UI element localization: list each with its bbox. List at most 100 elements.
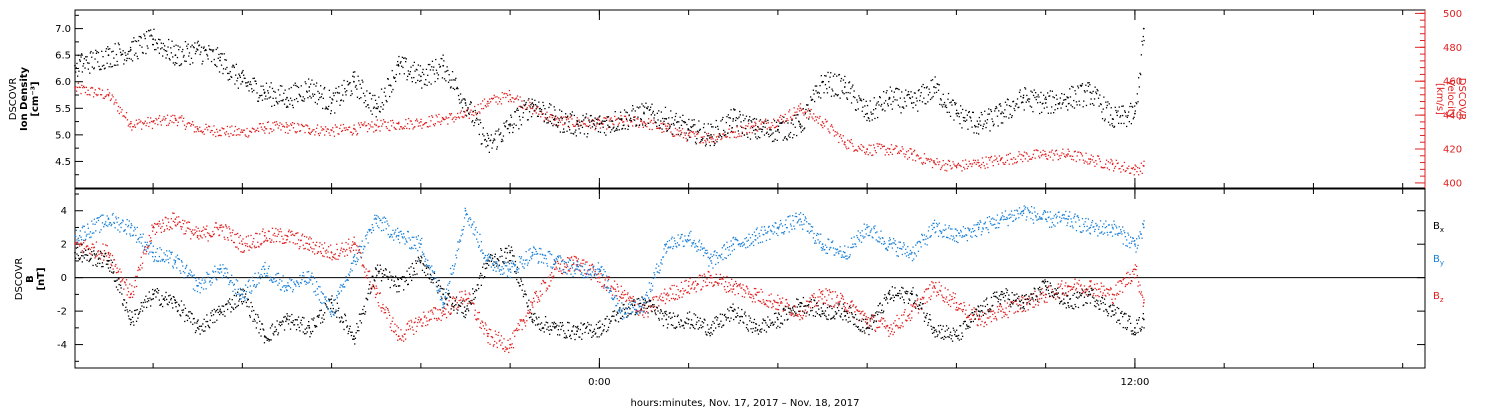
bz-series-point: [1134, 268, 1136, 271]
density-axis-title: DSCOVRIon Density[cm⁻³]: [8, 66, 41, 131]
bx-series-point: [219, 310, 221, 312]
bx-series-point: [933, 327, 935, 329]
density-series-point: [777, 128, 779, 131]
bx-series-point: [129, 318, 132, 321]
density-series-point: [375, 107, 378, 110]
bz-series-point: [129, 293, 132, 296]
velocity-series-point: [420, 121, 422, 123]
velocity-series-point: [531, 107, 534, 110]
by-series-point: [241, 293, 244, 296]
bz-series-point: [1067, 285, 1069, 287]
by-series-point: [375, 218, 378, 221]
bz-series-point: [174, 218, 177, 221]
bx-series-point: [665, 318, 668, 321]
bz-series-point: [888, 327, 891, 329]
density-series-point: [821, 80, 824, 83]
density-series-point: [933, 86, 935, 88]
velocity-series-point: [1044, 153, 1047, 156]
legend-entry-z: Bz: [1433, 291, 1444, 304]
bz-series-point: [598, 276, 601, 279]
density-series-point: [241, 80, 244, 83]
bx-series-point: [598, 327, 601, 329]
bx-series-point: [843, 310, 846, 312]
velocity-series: [74, 82, 1145, 176]
bz-series-point: [486, 335, 489, 338]
by-series-point: [286, 285, 288, 287]
density-series-point: [799, 123, 802, 126]
bx-series-point: [710, 327, 712, 329]
velocity-axis-title-line: Velocity: [1445, 79, 1456, 118]
by-series-point: [464, 209, 467, 212]
bx-series-point: [1022, 301, 1025, 304]
by-series-point: [687, 234, 690, 237]
velocity-series-point: [219, 129, 221, 132]
bz-series-point: [330, 251, 333, 254]
bx-series-point: [74, 251, 76, 254]
density-series-point: [531, 102, 534, 104]
velocity-series-point: [1022, 154, 1025, 157]
density-series-point: [687, 128, 690, 131]
velocity-series-point: [910, 153, 913, 156]
b-tick-label: 2: [61, 240, 67, 251]
bx-series-point: [1000, 293, 1002, 296]
density-series-point: [509, 123, 511, 126]
density-series-point: [1134, 112, 1136, 115]
bz-series-point: [1044, 293, 1047, 296]
magnetic-field-frame: [74, 188, 1426, 369]
density-series-point: [464, 102, 467, 104]
bz-series-point: [74, 243, 76, 246]
by-series-point: [799, 218, 802, 221]
bz-series-point: [620, 293, 623, 296]
bz-series-point: [710, 276, 712, 279]
density-series-point: [576, 123, 578, 126]
by-series-point: [710, 260, 712, 262]
bx-series-point: [866, 327, 868, 329]
by-series-point: [1044, 218, 1047, 221]
velocity-series-point: [353, 127, 355, 130]
by-series-point: [219, 268, 221, 271]
legend-subscript: y: [1440, 259, 1444, 267]
velocity-series-point: [665, 127, 668, 130]
legend-subscript: x: [1440, 226, 1444, 234]
bx-series-point: [910, 293, 913, 296]
velocity-series-point: [74, 87, 76, 89]
by-series-point: [107, 218, 110, 221]
density-tick-label: 6.5: [55, 51, 71, 62]
by-series-point: [308, 276, 311, 279]
bx-series-point: [420, 260, 422, 262]
velocity-series-point: [821, 121, 824, 123]
velocity-series-point: [241, 131, 244, 134]
velocity-series-point: [1089, 158, 1092, 161]
x-axis-title: hours:minutes, Nov. 17, 2017 – Nov. 18, …: [631, 398, 860, 409]
x-tick-label: 12:00: [1121, 377, 1150, 388]
by-series-point: [1089, 226, 1092, 229]
bz-series-point: [821, 293, 824, 296]
by-series-point: [821, 243, 824, 246]
bz-series-point: [866, 318, 868, 321]
density-series-point: [420, 75, 422, 78]
bz-series-point: [509, 343, 511, 346]
density-series-point: [553, 118, 556, 120]
bz-series: [74, 212, 1145, 354]
velocity-tick-label: 420: [1443, 145, 1462, 156]
velocity-series-point: [442, 117, 445, 120]
bx-series-point: [286, 318, 288, 321]
bz-series-point: [1111, 293, 1114, 296]
bz-series-point: [843, 301, 846, 304]
by-series-point: [1134, 243, 1136, 246]
by-series-point: [977, 226, 980, 229]
bz-series-point: [375, 293, 378, 296]
by-series-point: [531, 251, 534, 254]
velocity-series-point: [754, 124, 757, 127]
bx-series-point: [1089, 293, 1092, 296]
legend-label: B: [1433, 254, 1440, 265]
plasma-panel: 4.5 5.0 5.5 6.0 6.5 7.0 400 420 440 460 480 500 DSCO…: [8, 9, 1467, 190]
b-tick-label: -4: [57, 340, 67, 351]
bz-series-point: [665, 293, 668, 296]
velocity-series-point: [397, 122, 400, 125]
density-series-point: [598, 123, 601, 126]
bz-series-point: [420, 318, 422, 321]
b-axis-title-line: DSCOVR: [14, 258, 25, 301]
bx-series-point: [464, 310, 467, 312]
